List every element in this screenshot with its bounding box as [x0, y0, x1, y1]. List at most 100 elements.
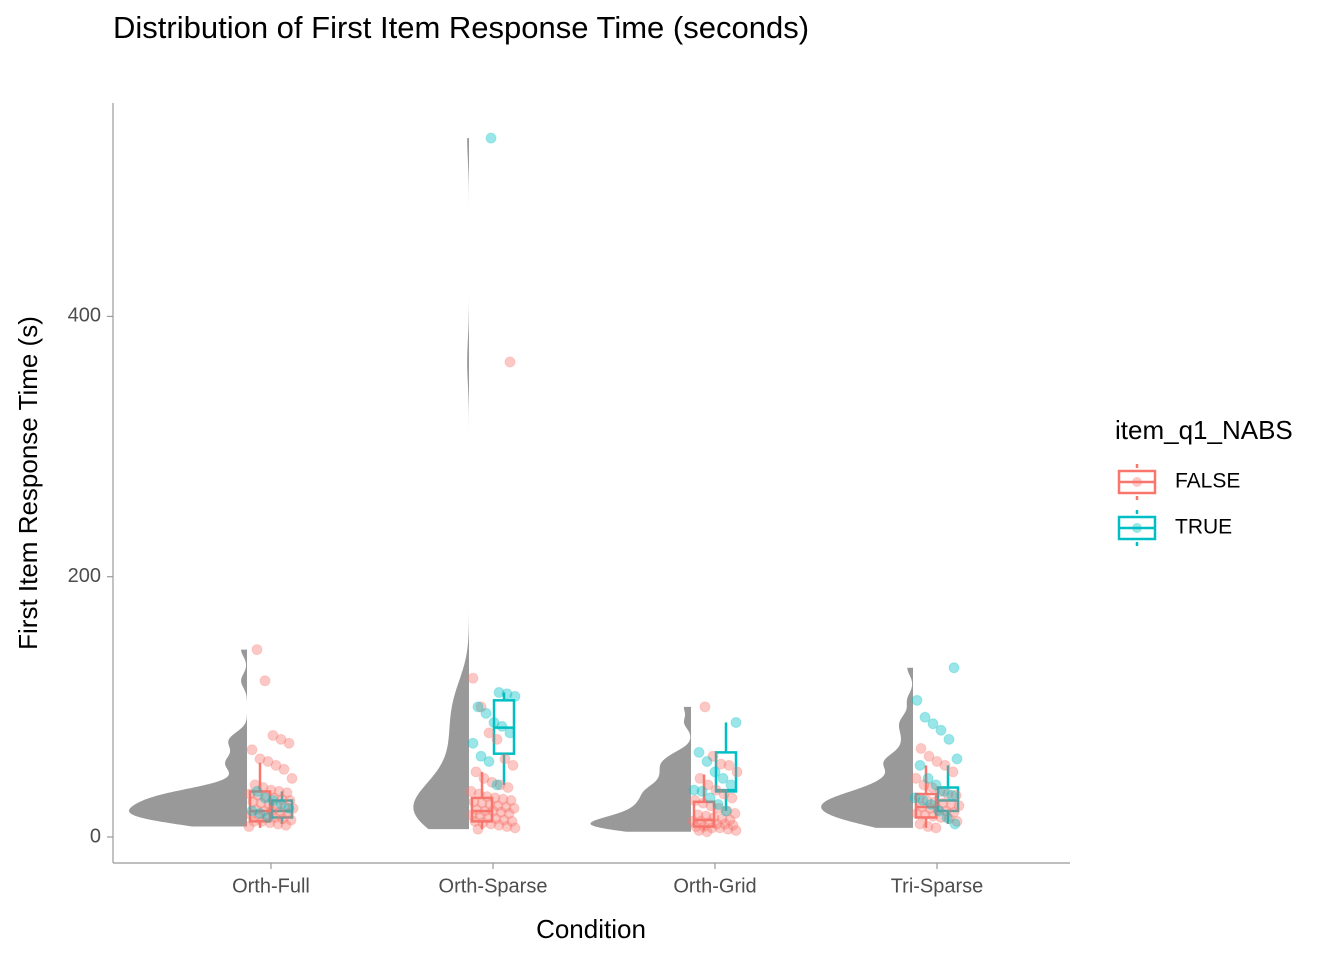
point — [486, 776, 498, 788]
point — [702, 779, 714, 791]
x-tick-label: Orth-Grid — [673, 875, 756, 897]
point — [493, 819, 505, 831]
point — [498, 814, 510, 826]
point — [249, 779, 261, 791]
point — [473, 788, 485, 800]
point — [246, 805, 258, 817]
point — [509, 822, 521, 834]
point — [469, 815, 481, 827]
point — [276, 793, 288, 805]
point — [263, 798, 275, 810]
point — [913, 792, 925, 804]
point — [467, 737, 479, 749]
point — [499, 753, 511, 765]
point — [497, 793, 509, 805]
point — [949, 818, 961, 830]
point — [287, 802, 299, 814]
point — [475, 701, 487, 713]
point — [948, 806, 960, 818]
point — [496, 720, 508, 732]
point — [704, 792, 716, 804]
point — [935, 811, 947, 823]
point — [706, 822, 718, 834]
violin — [590, 706, 691, 832]
point — [921, 795, 933, 807]
point — [950, 789, 962, 801]
box — [248, 790, 272, 823]
point — [933, 805, 945, 817]
point — [947, 766, 959, 778]
point — [489, 792, 501, 804]
point — [280, 819, 292, 831]
point — [478, 772, 490, 784]
point — [708, 811, 720, 823]
point — [466, 809, 478, 821]
point — [919, 711, 931, 723]
point — [915, 742, 927, 754]
point — [934, 785, 946, 797]
point — [262, 811, 274, 823]
point — [504, 727, 516, 739]
point — [701, 826, 713, 838]
point — [506, 815, 518, 827]
point — [259, 792, 271, 804]
point — [937, 797, 949, 809]
point — [689, 795, 701, 807]
point — [251, 785, 263, 797]
point — [713, 802, 725, 814]
y-axis-title: First Item Response Time (s) — [13, 316, 43, 650]
point — [257, 782, 269, 794]
point — [465, 785, 477, 797]
point — [474, 810, 486, 822]
point — [274, 806, 286, 818]
point — [283, 802, 295, 814]
legend-key — [1132, 523, 1142, 533]
point — [243, 821, 255, 833]
x-tick-label: Orth-Sparse — [439, 875, 548, 897]
x-tick-label: Tri-Sparse — [891, 875, 984, 897]
point — [690, 821, 702, 833]
point — [256, 815, 268, 827]
point — [254, 753, 266, 765]
point — [922, 821, 934, 833]
point — [508, 802, 520, 814]
point — [502, 782, 514, 794]
point — [261, 811, 273, 823]
point — [927, 718, 939, 730]
point — [281, 787, 293, 799]
point — [925, 798, 937, 810]
point — [501, 688, 513, 700]
point — [483, 727, 495, 739]
point — [252, 789, 264, 801]
point — [943, 813, 955, 825]
point — [930, 779, 942, 791]
point — [258, 805, 270, 817]
box — [936, 786, 960, 813]
point — [501, 821, 513, 833]
point — [271, 800, 283, 812]
y-tick-label: 0 — [90, 825, 101, 847]
point — [941, 811, 953, 823]
point — [701, 755, 713, 767]
point — [948, 662, 960, 674]
point — [723, 759, 735, 771]
legend-key — [1132, 477, 1142, 487]
point — [951, 753, 963, 765]
point — [695, 815, 707, 827]
point — [480, 707, 492, 719]
violin — [129, 649, 247, 827]
point — [244, 788, 256, 800]
point — [491, 733, 503, 745]
point — [472, 701, 484, 713]
point — [275, 733, 287, 745]
x-tick-label: Orth-Full — [232, 875, 310, 897]
box — [692, 800, 716, 828]
point — [914, 818, 926, 830]
point — [715, 758, 727, 770]
point — [492, 800, 504, 812]
point — [503, 808, 515, 820]
point — [911, 808, 923, 820]
point — [717, 772, 729, 784]
point — [909, 792, 921, 804]
